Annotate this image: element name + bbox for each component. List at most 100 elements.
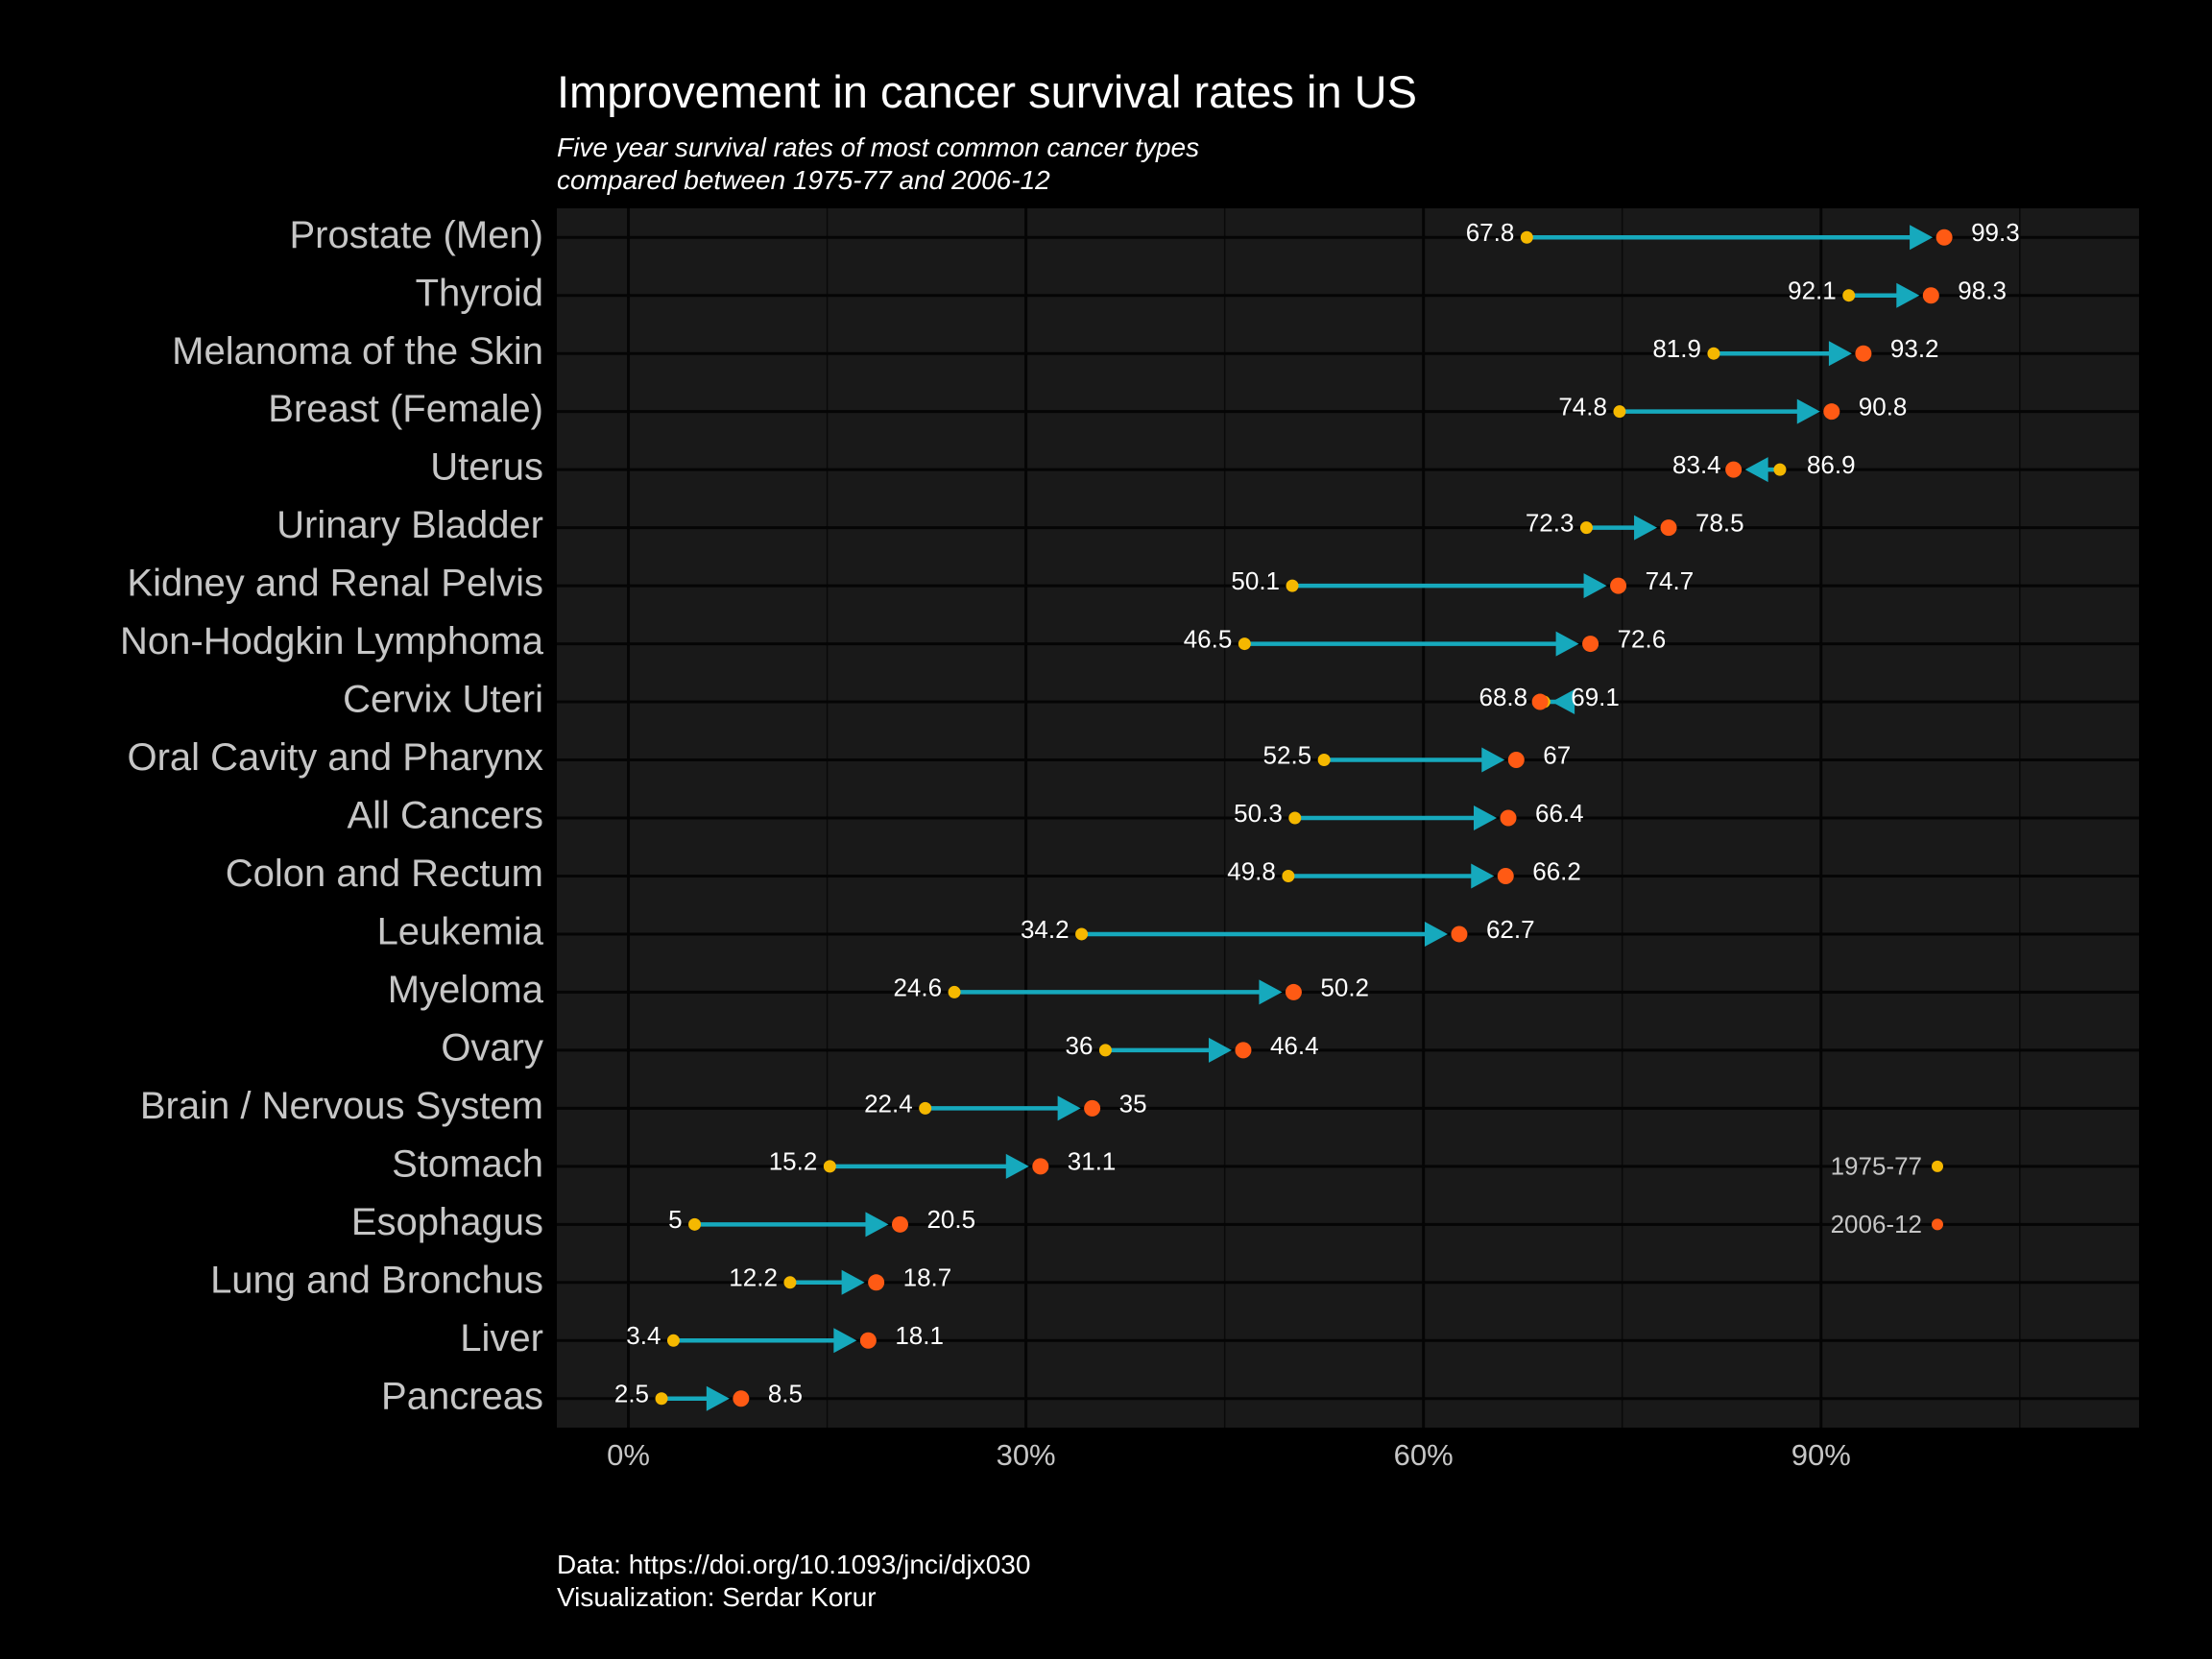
category-label: Liver xyxy=(460,1317,543,1359)
value-label-left: 36 xyxy=(1065,1031,1093,1060)
category-label: Non-Hodgkin Lymphoma xyxy=(120,620,544,662)
value-label-right: 99.3 xyxy=(1971,218,2020,247)
arrow-head xyxy=(1634,515,1658,541)
category-label: Pancreas xyxy=(381,1375,543,1417)
start-point xyxy=(1288,811,1302,825)
value-label-right: 31.1 xyxy=(1068,1147,1117,1176)
value-label-left: 49.8 xyxy=(1227,856,1276,885)
start-point xyxy=(1773,463,1787,476)
start-point xyxy=(1238,637,1251,651)
category-label: Leukemia xyxy=(377,911,544,953)
start-point xyxy=(783,1276,797,1289)
start-point xyxy=(1282,869,1295,882)
x-tick-label: 90% xyxy=(1791,1438,1851,1472)
end-point xyxy=(891,1215,908,1233)
value-label-right: 72.6 xyxy=(1618,624,1667,653)
end-point xyxy=(733,1390,750,1407)
arrow-head xyxy=(1474,805,1498,830)
end-point xyxy=(1531,693,1549,710)
end-point xyxy=(1823,403,1840,421)
x-tick-label: 30% xyxy=(997,1438,1056,1472)
value-label-left: 72.3 xyxy=(1526,508,1575,537)
start-point xyxy=(1075,927,1089,941)
start-point xyxy=(688,1217,702,1231)
arrow-head xyxy=(1471,863,1495,889)
end-point xyxy=(859,1332,877,1349)
legend-marker xyxy=(1932,1218,1943,1231)
category-label: Urinary Bladder xyxy=(276,504,543,546)
value-label-left: 34.2 xyxy=(1021,915,1070,944)
value-label-left: 3.4 xyxy=(626,1321,661,1350)
value-label-right: 18.1 xyxy=(895,1321,944,1350)
end-point xyxy=(1285,983,1302,1000)
arrow-head xyxy=(865,1212,889,1238)
value-label-right: 50.2 xyxy=(1320,973,1369,1001)
start-point xyxy=(666,1334,680,1347)
category-label: Brain / Nervous System xyxy=(140,1085,543,1127)
value-label-left: 24.6 xyxy=(893,973,942,1001)
arrow-head xyxy=(1910,225,1934,251)
x-tick-label: 60% xyxy=(1394,1438,1454,1472)
value-label-left: 83.4 xyxy=(1672,450,1721,479)
category-label: Thyroid xyxy=(416,272,543,314)
value-label-left: 67.8 xyxy=(1466,218,1515,247)
caption-line-1: Data: https://doi.org/10.1093/jnci/djx03… xyxy=(557,1550,1031,1579)
category-label: Lung and Bronchus xyxy=(210,1259,543,1301)
category-label: Oral Cavity and Pharynx xyxy=(127,736,543,779)
end-point xyxy=(1610,577,1627,594)
category-label: Melanoma of the Skin xyxy=(172,330,543,373)
x-tick-label: 0% xyxy=(607,1438,650,1472)
chart-subtitle: Five year survival rates of most common … xyxy=(557,132,1199,197)
end-point xyxy=(1725,461,1743,478)
legend-label: 1975-77 xyxy=(1831,1152,1922,1181)
value-label-right: 86.9 xyxy=(1807,450,1856,479)
value-label-right: 90.8 xyxy=(1859,393,1908,421)
value-label-left: 15.2 xyxy=(769,1147,818,1176)
value-label-left: 52.5 xyxy=(1263,740,1312,769)
arrow-head xyxy=(1551,689,1575,715)
value-label-left: 12.2 xyxy=(729,1263,778,1292)
arrow-head xyxy=(833,1328,857,1354)
value-label-right: 69.1 xyxy=(1571,683,1620,711)
start-point xyxy=(948,985,961,998)
start-point xyxy=(1286,579,1299,592)
start-point xyxy=(1520,230,1533,244)
arrow-head xyxy=(1796,398,1820,424)
arrow-head xyxy=(1259,979,1283,1005)
start-point xyxy=(1317,754,1331,767)
arrow-head xyxy=(841,1269,865,1295)
category-label: Colon and Rectum xyxy=(226,853,543,895)
legend-label: 2006-12 xyxy=(1831,1210,1922,1238)
category-label: Myeloma xyxy=(388,969,544,1011)
arrow-head xyxy=(1896,282,1920,308)
category-label: Esophagus xyxy=(351,1201,543,1243)
end-point xyxy=(1084,1099,1101,1117)
category-label: Stomach xyxy=(392,1142,543,1185)
arrow-head xyxy=(1424,921,1448,947)
value-label-right: 67 xyxy=(1543,740,1571,769)
start-point xyxy=(919,1101,932,1115)
value-label-left: 2.5 xyxy=(614,1380,649,1408)
arrow-head xyxy=(1005,1153,1029,1179)
end-point xyxy=(868,1274,885,1291)
value-label-left: 5 xyxy=(668,1205,682,1234)
category-label: Cervix Uteri xyxy=(343,679,543,721)
start-point xyxy=(823,1160,836,1173)
start-point xyxy=(655,1392,668,1406)
legend-marker xyxy=(1932,1160,1943,1172)
arrow-head xyxy=(1583,573,1607,599)
start-point xyxy=(1098,1044,1112,1057)
end-point xyxy=(1582,636,1599,653)
arrow-head xyxy=(1828,341,1852,367)
value-label-right: 93.2 xyxy=(1890,334,1939,363)
end-point xyxy=(1500,809,1517,827)
value-label-right: 62.7 xyxy=(1486,915,1535,944)
value-label-right: 66.4 xyxy=(1535,799,1584,828)
end-point xyxy=(1660,519,1677,537)
start-point xyxy=(1613,405,1626,419)
value-label-left: 74.8 xyxy=(1558,393,1607,421)
value-label-left: 22.4 xyxy=(864,1089,913,1118)
start-point xyxy=(1579,521,1593,535)
end-point xyxy=(1451,926,1468,943)
